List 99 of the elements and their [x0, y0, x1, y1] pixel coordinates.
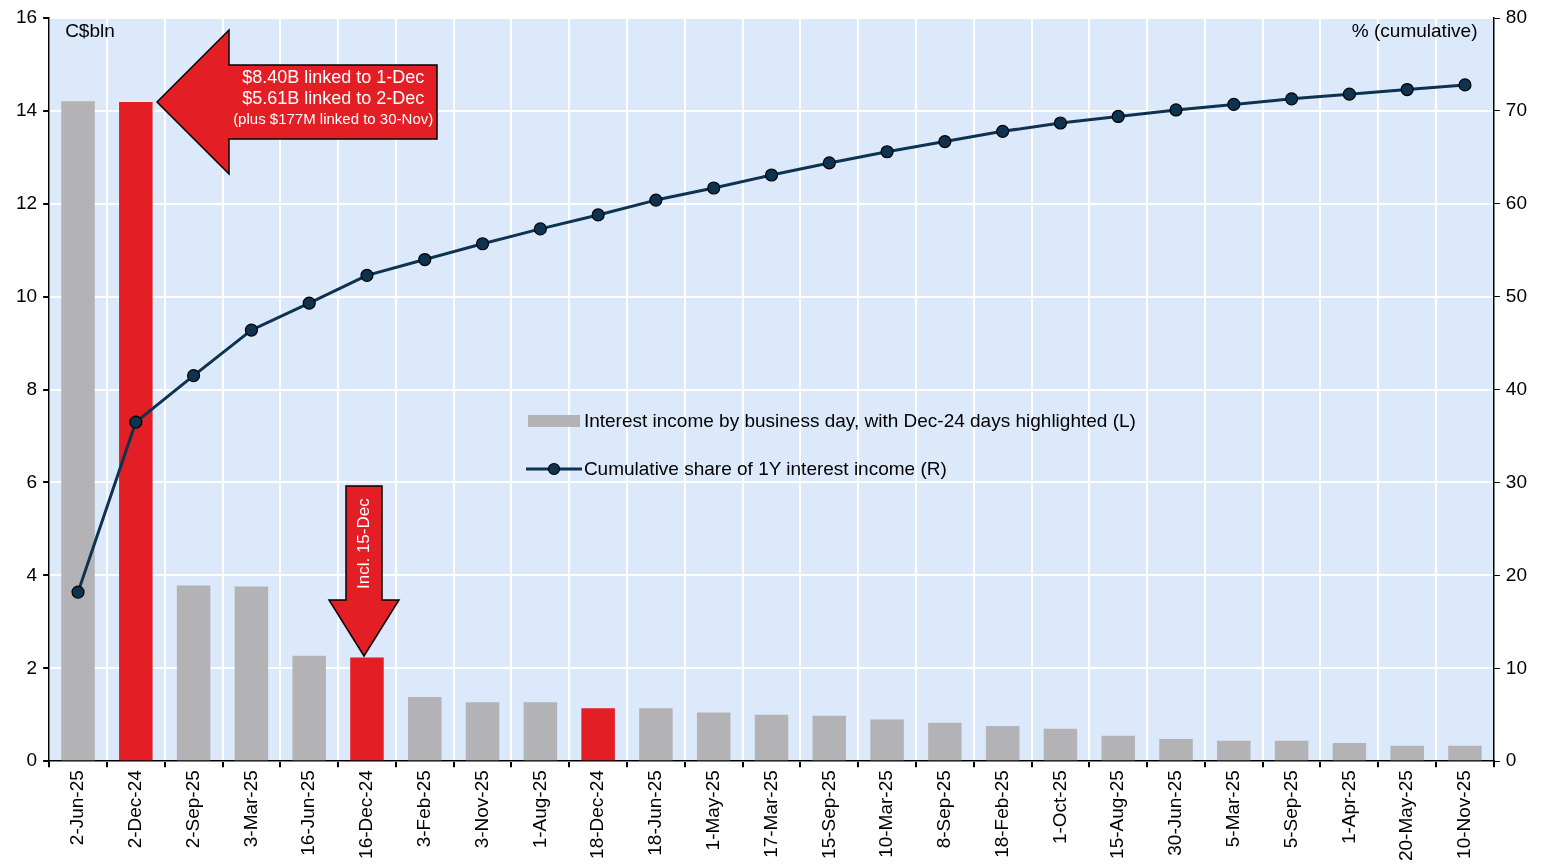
bar: [1043, 728, 1078, 761]
x-tick-label: 1-May-25: [701, 770, 723, 851]
point: [360, 268, 374, 282]
y2-axis-title: % (cumulative): [1351, 20, 1478, 42]
x-tick-label: 18-Feb-25: [990, 770, 1012, 858]
bar: [639, 708, 673, 761]
x-tick-label: 2-Sep-25: [181, 770, 203, 849]
x-tick-label: 15-Aug-25: [1106, 770, 1128, 859]
x-tick-label: 18-Jun-25: [644, 770, 666, 856]
point: [1458, 78, 1472, 92]
legend-label: Interest income by business day, with Dec-24 days highlighted (L): [583, 410, 1136, 433]
x-tick-label: 1-Aug-25: [528, 770, 550, 849]
point: [244, 323, 258, 337]
bar: [465, 702, 500, 761]
point: [533, 222, 547, 236]
y2-tick-label: 30: [1505, 470, 1528, 492]
point: [880, 145, 894, 159]
y2-tick-label: 40: [1505, 377, 1528, 399]
x-tick-label: 15-Sep-25: [817, 770, 839, 859]
point: [1053, 116, 1068, 130]
y-tick-label: 14: [15, 99, 38, 121]
point: [707, 181, 721, 195]
bar: [234, 586, 269, 761]
y-tick-label: 2: [26, 656, 38, 678]
x-tick-label: 18-Dec-24: [586, 769, 608, 859]
bar: [292, 655, 326, 761]
bar: [408, 697, 442, 761]
bar: [61, 101, 95, 761]
x-tick-label: 5-Mar-25: [1222, 770, 1244, 848]
x-tick-label: 16-Jun-25: [297, 770, 319, 856]
point: [764, 168, 779, 182]
x-tick-label: 10-Nov-25: [1453, 770, 1475, 859]
x-tick-label: 1-Oct-25: [1048, 770, 1070, 845]
y2-tick-label: 80: [1505, 6, 1528, 28]
point: [938, 134, 952, 149]
bar: [1274, 740, 1309, 761]
y-tick-label: 4: [26, 563, 38, 585]
bar: [812, 715, 847, 761]
y2-tick-label: 70: [1505, 99, 1528, 121]
point: [649, 193, 663, 207]
x-tick-label: 20-May-25: [1395, 770, 1417, 862]
y2-tick-label: 20: [1505, 563, 1528, 585]
y2-tick-label: 0: [1505, 749, 1517, 771]
bar: [176, 585, 211, 761]
x-tick-label: 3-Nov-25: [470, 770, 492, 849]
bar: [928, 722, 962, 761]
y-tick-label: 6: [26, 470, 38, 492]
x-tick-label: 5-Sep-25: [1279, 770, 1301, 849]
bar: [985, 725, 1020, 761]
x-tick-label: 10-Mar-25: [875, 770, 897, 858]
x-tick-label: 3-Feb-25: [413, 770, 434, 848]
y-tick-label: 16: [15, 6, 38, 28]
point: [822, 156, 836, 170]
y-tick-label: 12: [15, 192, 38, 214]
point: [996, 124, 1010, 138]
legend-label: Cumulative share of 1Y interest income (R): [583, 458, 947, 481]
bar: [1448, 745, 1482, 761]
bar: [523, 702, 558, 761]
x-tick-label: 3-Mar-25: [239, 770, 261, 848]
y2-tick-label: 60: [1505, 192, 1528, 214]
bar: [870, 719, 904, 761]
bar: [1159, 738, 1193, 761]
point: [418, 252, 432, 267]
y-tick-label: 8: [26, 377, 38, 399]
annotation: Incl. 15-Dec: [352, 497, 374, 591]
y-axis-title: C$bln: [65, 20, 115, 42]
bar: [1332, 743, 1367, 761]
x-tick-label: 16-Dec-24: [355, 769, 377, 859]
bar: [1390, 745, 1424, 761]
x-tick-label: 8-Sep-25: [933, 770, 955, 849]
bar: [1217, 740, 1251, 761]
point: [129, 415, 143, 429]
point: [1169, 103, 1183, 117]
point: [1400, 82, 1414, 97]
bar: [754, 714, 789, 761]
y2-tick-label: 50: [1505, 284, 1528, 306]
x-tick-label: 2-Jun-25: [66, 770, 88, 846]
bar: [696, 712, 731, 761]
y-tick-label: 0: [26, 749, 38, 771]
point: [1285, 92, 1299, 106]
x-tick-label: 1-Apr-25: [1337, 770, 1359, 845]
x-tick-label: 2-Dec-24: [124, 769, 146, 849]
point: [1227, 97, 1241, 111]
point: [1111, 109, 1125, 124]
point: [1342, 87, 1356, 101]
bar: [119, 102, 153, 761]
point: [187, 369, 201, 383]
y-tick-label: 10: [15, 284, 38, 306]
x-tick-label: 30-Jun-25: [1164, 770, 1186, 856]
annotation: $8.40B linked to 1-Dec $5.61B linked to 2-Dec (plus $177M linked to 30-Nov): [232, 67, 435, 128]
point: [591, 208, 605, 222]
bar: [581, 708, 615, 761]
point: [302, 296, 316, 310]
point: [475, 237, 490, 251]
x-tick-label: 17-Mar-25: [759, 770, 781, 858]
bar: [350, 657, 384, 761]
point: [71, 585, 85, 599]
y2-tick-label: 10: [1505, 656, 1528, 678]
bar: [1101, 735, 1135, 761]
